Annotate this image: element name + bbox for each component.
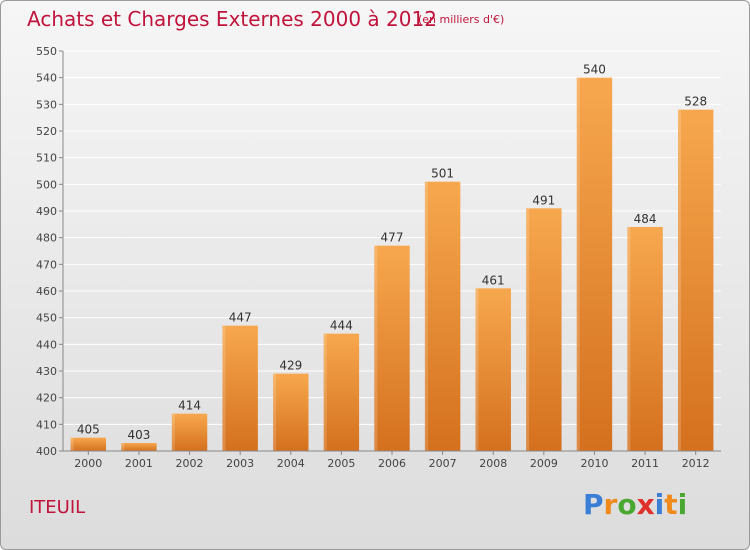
y-tick-label: 540 xyxy=(36,72,57,85)
x-tick-label-2003: 2003 xyxy=(226,457,254,470)
y-tick-label: 440 xyxy=(36,338,57,351)
bar-2007 xyxy=(424,181,461,451)
x-tick-label-2000: 2000 xyxy=(74,457,102,470)
bar-2011 xyxy=(627,227,663,451)
bar-2005 xyxy=(323,333,360,451)
x-tick-label-2002: 2002 xyxy=(176,457,204,470)
bar-2008 xyxy=(475,288,511,451)
bar-2009 xyxy=(526,208,562,451)
y-tick-label: 480 xyxy=(36,232,57,245)
data-label-2006: 477 xyxy=(381,231,404,245)
bar-2010 xyxy=(576,77,613,452)
x-tick-label-2006: 2006 xyxy=(378,457,406,470)
bar-highlight xyxy=(627,227,631,451)
y-tick-label: 530 xyxy=(36,98,57,111)
bar-highlight xyxy=(222,325,226,451)
x-tick-label-2012: 2012 xyxy=(682,457,710,470)
bar-highlight xyxy=(475,288,479,451)
x-tick-label-2005: 2005 xyxy=(327,457,355,470)
bar-2002 xyxy=(171,413,208,451)
data-label-2005: 444 xyxy=(330,319,353,333)
data-label-2000: 405 xyxy=(77,423,100,437)
y-tick-label: 450 xyxy=(36,312,57,325)
logo-letter: r xyxy=(603,488,618,521)
bar-highlight xyxy=(273,373,277,451)
proxiti-logo: Proxiti xyxy=(583,488,687,521)
y-tick-label: 510 xyxy=(36,152,57,165)
bar-highlight xyxy=(576,77,580,452)
data-label-2001: 403 xyxy=(127,428,150,442)
bar-highlight xyxy=(121,443,125,451)
x-tick-label-2009: 2009 xyxy=(530,457,558,470)
y-tick-label: 410 xyxy=(36,418,57,431)
data-label-2008: 461 xyxy=(482,273,505,287)
logo-letter: P xyxy=(583,488,604,521)
logo-letter: t xyxy=(664,488,678,521)
bar-highlight xyxy=(171,413,175,451)
logo-letter: x xyxy=(636,488,655,521)
data-label-2003: 447 xyxy=(229,311,252,325)
bar-2006 xyxy=(374,245,410,451)
y-tick-label: 500 xyxy=(36,178,57,191)
bar-2004 xyxy=(273,373,309,451)
commune-name: ITEUIL xyxy=(29,497,86,518)
y-tick-label: 460 xyxy=(36,285,57,298)
chart-title: Achats et Charges Externes 2000 à 2012 xyxy=(27,7,437,31)
x-tick-label-2001: 2001 xyxy=(125,457,153,470)
data-label-2004: 429 xyxy=(279,359,302,373)
y-tick-label: 430 xyxy=(36,365,57,378)
y-tick-label: 550 xyxy=(36,45,57,58)
logo-letter: i xyxy=(677,488,688,521)
data-label-2010: 540 xyxy=(583,63,606,77)
y-tick-label: 470 xyxy=(36,258,57,271)
y-tick-label: 400 xyxy=(36,445,57,458)
bar-highlight xyxy=(70,437,74,451)
bar-2000 xyxy=(70,437,107,451)
bar-2001 xyxy=(121,443,157,451)
bar-highlight xyxy=(374,245,378,451)
bar-highlight xyxy=(424,181,428,451)
x-tick-label-2011: 2011 xyxy=(631,457,659,470)
data-label-2011: 484 xyxy=(634,212,657,226)
x-tick-label-2008: 2008 xyxy=(479,457,507,470)
x-tick-label-2007: 2007 xyxy=(429,457,457,470)
x-tick-label-2004: 2004 xyxy=(277,457,305,470)
logo-letter: o xyxy=(617,488,637,521)
y-tick-label: 520 xyxy=(36,125,57,138)
data-label-2012: 528 xyxy=(684,95,707,109)
y-tick-label: 490 xyxy=(36,205,57,218)
x-tick-label-2010: 2010 xyxy=(580,457,608,470)
bar-highlight xyxy=(677,109,681,452)
chart-subtitle: (en milliers d'€) xyxy=(418,13,505,26)
bar-2003 xyxy=(222,325,258,451)
y-tick-label: 420 xyxy=(36,392,57,405)
data-label-2007: 501 xyxy=(431,167,454,181)
bar-2012 xyxy=(677,109,714,452)
data-label-2009: 491 xyxy=(532,193,555,207)
bar-highlight xyxy=(526,208,530,451)
data-label-2002: 414 xyxy=(178,399,201,413)
logo-letter: i xyxy=(654,488,665,521)
bar-highlight xyxy=(323,333,327,451)
